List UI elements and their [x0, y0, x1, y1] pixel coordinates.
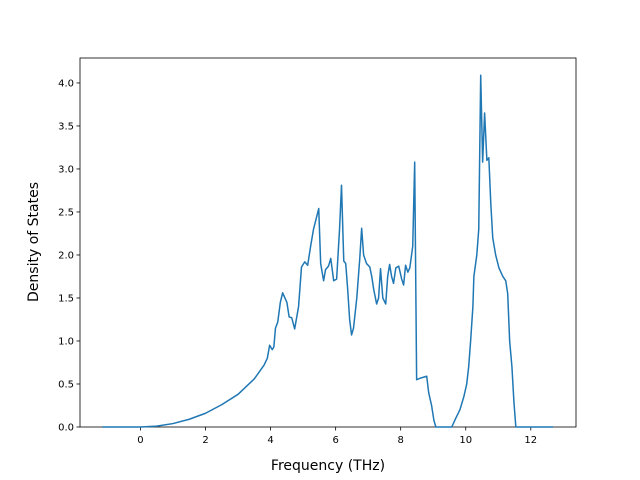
y-tick-label: 3.0 [58, 164, 74, 175]
x-tick-label: 0 [137, 435, 143, 446]
y-tick-label: 0.0 [58, 423, 74, 434]
dos-line [102, 74, 553, 428]
x-tick-label: 2 [202, 435, 208, 446]
y-tick-label: 3.5 [58, 121, 74, 132]
x-tick-label: 8 [398, 435, 404, 446]
plot-frame [79, 57, 577, 428]
y-tick-label: 1.0 [58, 336, 74, 347]
y-tick-label: 4.0 [58, 78, 74, 89]
y-axis-label: Density of States [26, 182, 42, 302]
y-tick-label: 1.5 [58, 293, 74, 304]
y-tick-label: 0.5 [58, 379, 74, 390]
x-tick-label: 6 [332, 435, 338, 446]
x-tick-label: 10 [459, 435, 472, 446]
x-tick-label: 12 [524, 435, 537, 446]
y-tick-label: 2.0 [58, 250, 74, 261]
y-tick-label: 2.5 [58, 207, 74, 218]
x-axis-label: Frequency (THz) [271, 458, 385, 474]
x-tick-label: 4 [267, 435, 273, 446]
